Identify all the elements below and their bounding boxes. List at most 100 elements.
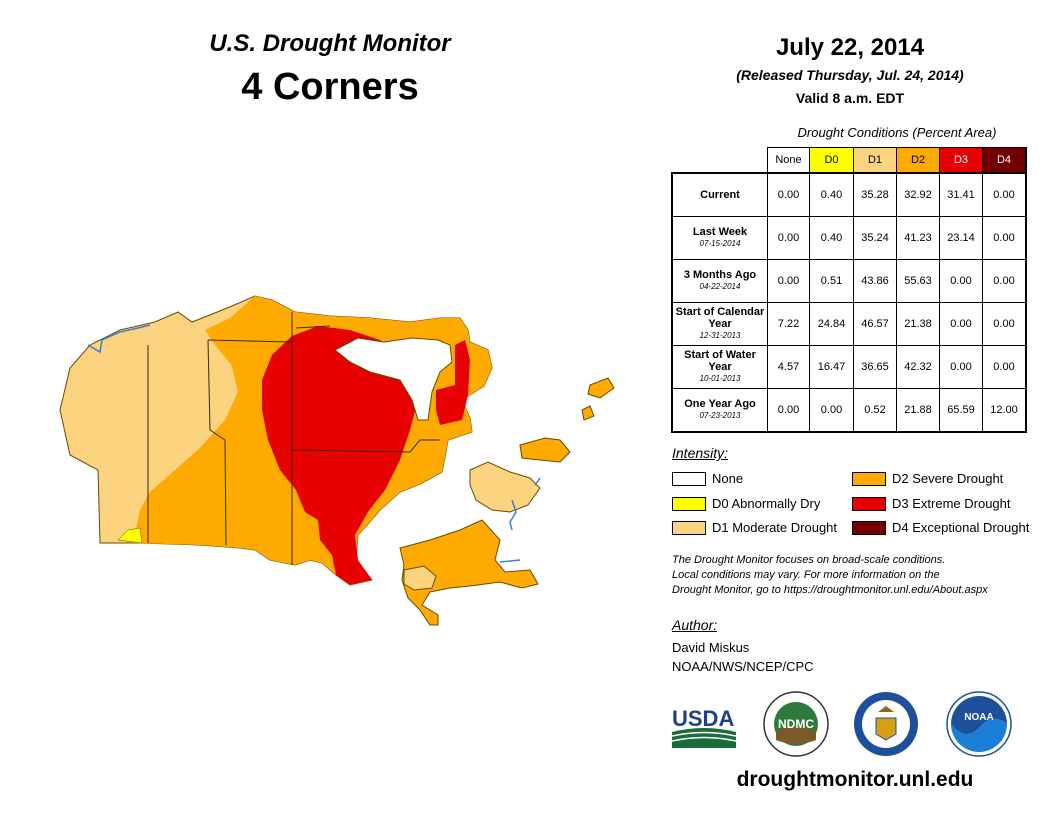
table-caption: Drought Conditions (Percent Area) bbox=[797, 125, 997, 140]
table-cell: 43.86 bbox=[853, 259, 897, 303]
row-label: Start of Water Year bbox=[684, 349, 756, 373]
legend-swatch bbox=[672, 520, 706, 535]
legend-label: None bbox=[712, 471, 744, 486]
table-cell: 0.00 bbox=[939, 259, 983, 303]
row-label: Start of Calendar Year bbox=[675, 306, 765, 330]
table-row: Current 0.00 0.40 35.28 32.92 31.41 0.00 bbox=[671, 172, 1027, 217]
col-d0: D0 bbox=[809, 147, 854, 174]
region-southeast-d1 bbox=[403, 565, 437, 591]
row-label: 3 Months Ago bbox=[683, 269, 757, 281]
legend-swatch bbox=[852, 496, 886, 511]
row-label-cell: Current bbox=[671, 172, 768, 217]
author-org: NOAA/NWS/NCEP/CPC bbox=[672, 659, 814, 674]
region-d3 bbox=[262, 326, 420, 585]
legend-item-d1: D1 Moderate Drought bbox=[672, 520, 837, 535]
legend-label: D2 Severe Drought bbox=[892, 471, 1004, 486]
legend-label: D1 Moderate Drought bbox=[712, 520, 838, 535]
row-date: 07-15-2014 bbox=[699, 239, 741, 248]
table-cell: 0.00 bbox=[982, 259, 1027, 303]
legend-item-d0: D0 Abnormally Dry bbox=[672, 496, 820, 511]
legend-swatch bbox=[672, 496, 706, 511]
region-title: 4 Corners bbox=[241, 66, 419, 108]
table-cell: 0.00 bbox=[982, 302, 1027, 346]
table-row: One Year Ago 07-23-2013 0.00 0.00 0.52 21.88 6… bbox=[671, 388, 1027, 433]
note-line: Drought Monitor, go to https://droughtmo… bbox=[672, 584, 988, 596]
table-cell: 24.84 bbox=[809, 302, 854, 346]
monitor-title: U.S. Drought Monitor bbox=[209, 30, 451, 57]
table-cell: 0.00 bbox=[809, 388, 854, 433]
table-row: Start of Calendar Year 12-31-2013 7.22 24.8… bbox=[671, 302, 1027, 346]
valid-time: Valid 8 a.m. EDT bbox=[795, 90, 905, 106]
region-east-d1 bbox=[469, 461, 541, 513]
note-line: Local conditions may vary. For more info… bbox=[672, 569, 940, 581]
release-date: (Released Thursday, Jul. 24, 2014) bbox=[736, 67, 964, 83]
commerce-seal-logo bbox=[854, 692, 918, 756]
county-lines bbox=[147, 312, 440, 565]
row-date: 04-22-2014 bbox=[699, 282, 741, 291]
row-label-cell: One Year Ago 07-23-2013 bbox=[671, 388, 768, 433]
table-cell: 0.00 bbox=[767, 259, 810, 303]
table-cell: 12.00 bbox=[982, 388, 1027, 433]
drought-map bbox=[59, 295, 615, 626]
table-cell: 42.32 bbox=[896, 345, 940, 389]
table-cell: 0.00 bbox=[939, 345, 983, 389]
table-cell: 0.00 bbox=[767, 388, 810, 433]
table-cell: 0.52 bbox=[853, 388, 897, 433]
table-row: Last Week 07-15-2014 0.00 0.40 35.24 41.23 23.… bbox=[671, 216, 1027, 260]
legend-swatch bbox=[852, 520, 886, 535]
row-label-cell: 3 Months Ago 04-22-2014 bbox=[671, 259, 768, 303]
row-date: 07-23-2013 bbox=[699, 411, 741, 420]
row-label: One Year Ago bbox=[684, 398, 756, 410]
table-cell: 0.00 bbox=[939, 302, 983, 346]
table-cell: 0.00 bbox=[767, 216, 810, 260]
usda-logo-text: USDA bbox=[672, 706, 734, 731]
table-cell: 23.14 bbox=[939, 216, 983, 260]
rivers bbox=[87, 324, 541, 563]
table-cell: 0.00 bbox=[767, 172, 810, 217]
legend-swatch bbox=[672, 471, 706, 486]
ndmc-logo-text: NDMC bbox=[778, 717, 814, 731]
disclaimer-note: The Drought Monitor focuses on broad-sca… bbox=[672, 553, 1052, 598]
table-cell: 41.23 bbox=[896, 216, 940, 260]
table-row: 3 Months Ago 04-22-2014 0.00 0.51 43.86 55.63… bbox=[671, 259, 1027, 303]
table-cell: 35.24 bbox=[853, 216, 897, 260]
table-cell: 36.65 bbox=[853, 345, 897, 389]
legend-item-none: None bbox=[672, 471, 743, 486]
table-cell: 65.59 bbox=[939, 388, 983, 433]
table-cell: 46.57 bbox=[853, 302, 897, 346]
table-cell: 21.88 bbox=[896, 388, 940, 433]
author-info: David Miskus NOAA/NWS/NCEP/CPC bbox=[672, 638, 814, 676]
region-d3-east bbox=[436, 340, 470, 425]
legend-label: D0 Abnormally Dry bbox=[712, 496, 821, 511]
table-cell: 0.00 bbox=[982, 172, 1027, 217]
table-cell: 0.51 bbox=[809, 259, 854, 303]
region-east-d2-a bbox=[519, 437, 571, 463]
row-label: Last Week bbox=[692, 226, 748, 238]
table-cell: 4.57 bbox=[767, 345, 810, 389]
table-corner bbox=[672, 148, 768, 174]
row-date: 12-31-2013 bbox=[699, 331, 741, 340]
table-cell: 7.22 bbox=[767, 302, 810, 346]
table-cell: 32.92 bbox=[896, 172, 940, 217]
author-name: David Miskus bbox=[672, 640, 750, 655]
table-cell: 35.28 bbox=[853, 172, 897, 217]
legend-item-d4: D4 Exceptional Drought bbox=[852, 520, 1029, 535]
region-southeast-d2 bbox=[399, 519, 539, 626]
table-cell: 0.40 bbox=[809, 216, 854, 260]
row-label-cell: Last Week 07-15-2014 bbox=[671, 216, 768, 260]
table-cell: 0.40 bbox=[809, 172, 854, 217]
footer-url[interactable]: droughtmonitor.unl.edu bbox=[736, 768, 974, 791]
author-label: Author: bbox=[672, 617, 718, 633]
table-row: Start of Water Year 10-01-2013 4.57 16.47 36… bbox=[671, 345, 1027, 389]
table-cell: 31.41 bbox=[939, 172, 983, 217]
table-cell: 0.00 bbox=[982, 345, 1027, 389]
table-cell: 16.47 bbox=[809, 345, 854, 389]
col-d3: D3 bbox=[939, 147, 983, 174]
col-d4: D4 bbox=[982, 147, 1027, 174]
row-label-cell: Start of Calendar Year 12-31-2013 bbox=[671, 302, 768, 346]
legend-label: D4 Exceptional Drought bbox=[892, 520, 1030, 535]
map-date: July 22, 2014 bbox=[775, 34, 925, 61]
noaa-logo-text: NOAA bbox=[964, 712, 993, 723]
ndmc-logo: NDMC bbox=[763, 691, 829, 757]
legend-title: Intensity: bbox=[672, 445, 729, 461]
